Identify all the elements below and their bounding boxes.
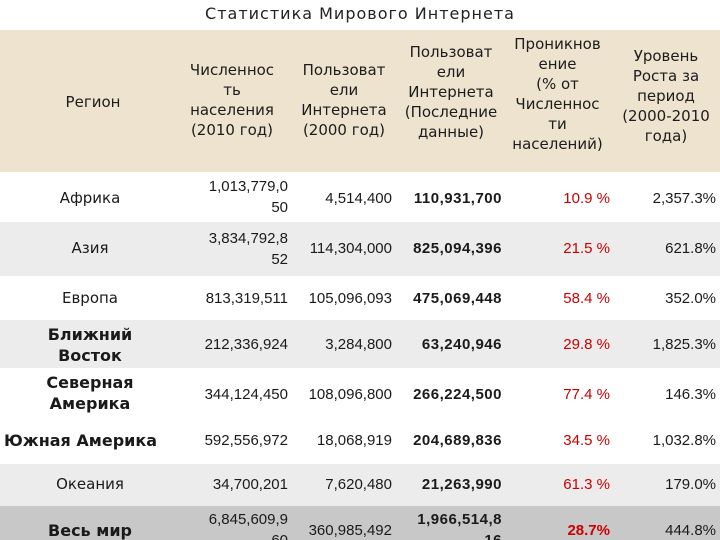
penetration-cell: 34.5 % (563, 432, 610, 449)
population-cell: 813,319,511 (205, 290, 288, 307)
table-row: Северная Америка 344,124,450 108,096,800… (0, 368, 720, 420)
table-row: Азия 3,834,792,8 52 114,304,000 825,094,… (0, 222, 720, 276)
users-latest-cell: 266,224,500 (413, 386, 502, 403)
penetration-cell: 29.8 % (563, 336, 610, 353)
users-2000-cell: 3,284,800 (325, 336, 392, 353)
population-cell: 6,845,609,9 60 (208, 511, 288, 540)
region-cell: Весь мир (48, 521, 132, 540)
users-2000-cell: 108,096,800 (308, 386, 392, 403)
table-total-row: Весь мир 6,845,609,9 60 360,985,492 1,96… (0, 506, 720, 540)
header-users-latest: Пользоват ели Интернета (Последние данны… (404, 43, 498, 141)
header-penetration: Проникнов ение (% от Численнос ти населе… (512, 35, 603, 153)
table-row: Африка 1,013,779,0 50 4,514,400 110,931,… (0, 172, 720, 222)
growth-cell: 1,032.8% (652, 432, 716, 449)
growth-cell: 146.3% (665, 386, 716, 403)
growth-cell: 444.8% (665, 522, 716, 539)
population-cell: 1,013,779,0 50 (208, 178, 288, 216)
region-cell: Африка (59, 189, 121, 207)
users-latest-cell: 21,263,990 (421, 476, 502, 493)
table-row: Ближний Восток 212,336,924 3,284,800 63,… (0, 320, 720, 368)
penetration-cell: 10.9 % (563, 190, 610, 207)
users-latest-cell: 63,240,946 (421, 336, 502, 353)
region-cell: Азия (71, 239, 109, 257)
population-cell: 344,124,450 (204, 386, 288, 403)
table-row: Европа 813,319,511 105,096,093 475,069,4… (0, 276, 720, 320)
penetration-cell: 28.7% (567, 522, 610, 539)
region-cell: Ближний Восток (47, 325, 133, 365)
growth-cell: 352.0% (665, 290, 716, 307)
users-2000-cell: 105,096,093 (308, 290, 392, 307)
users-latest-cell: 204,689,836 (413, 432, 502, 449)
users-2000-cell: 360,985,492 (308, 522, 392, 539)
users-2000-cell: 7,620,480 (325, 476, 392, 493)
users-latest-cell: 825,094,396 (413, 240, 502, 257)
population-cell: 3,834,792,8 52 (208, 230, 288, 268)
penetration-cell: 21.5 % (563, 240, 610, 257)
users-latest-cell: 1,966,514,8 16 (417, 511, 502, 540)
table-row: Океания 34,700,201 7,620,480 21,263,990 … (0, 464, 720, 506)
users-latest-cell: 110,931,700 (413, 190, 502, 207)
header-growth: Уровень Роста за период (2000-2010 года) (622, 47, 710, 145)
header-population: Численнос ть населения (2010 год) (189, 61, 275, 139)
table-title: Статистика Мирового Интернета (205, 4, 515, 23)
header-region: Регион (65, 93, 121, 111)
growth-cell: 621.8% (665, 240, 716, 257)
growth-cell: 2,357.3% (652, 190, 716, 207)
region-cell: Южная Америка (4, 431, 158, 450)
penetration-cell: 77.4 % (563, 386, 610, 403)
population-cell: 592,556,972 (204, 432, 288, 449)
penetration-cell: 61.3 % (563, 476, 610, 493)
region-cell: Океания (56, 475, 124, 493)
users-2000-cell: 114,304,000 (309, 240, 392, 257)
header-users-2000: Пользоват ели Интернета (2000 год) (301, 61, 387, 139)
users-2000-cell: 18,068,919 (316, 432, 392, 449)
growth-cell: 179.0% (665, 476, 716, 493)
users-latest-cell: 475,069,448 (413, 290, 502, 307)
region-cell: Северная Америка (46, 373, 134, 413)
growth-cell: 1,825.3% (652, 336, 716, 353)
users-2000-cell: 4,514,400 (325, 190, 392, 207)
table-row: Южная Америка 592,556,972 18,068,919 204… (0, 420, 720, 464)
region-cell: Европа (61, 289, 118, 307)
penetration-cell: 58.4 % (563, 290, 610, 307)
population-cell: 212,336,924 (204, 336, 288, 353)
population-cell: 34,700,201 (212, 476, 288, 493)
table-header: Регион Численнос ть населения (2010 год)… (0, 30, 720, 172)
